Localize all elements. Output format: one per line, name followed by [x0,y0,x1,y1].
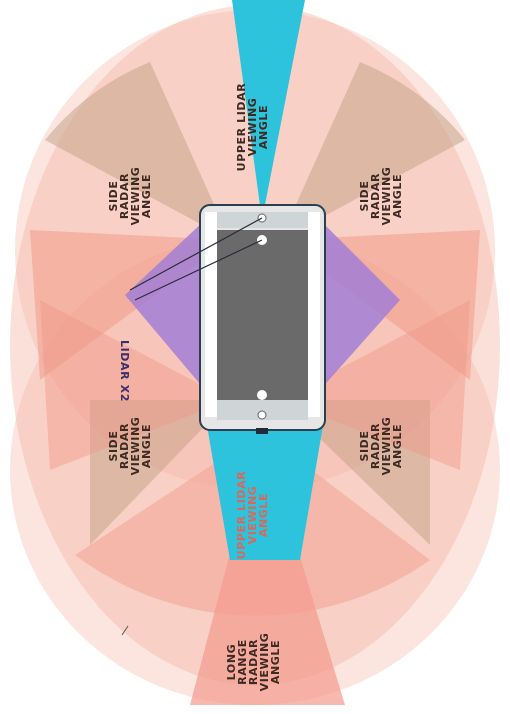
label-side-radar-rear-right: SIDE RADAR VIEWING ANGLE [358,410,404,482]
lidar-callout-lines [121,217,263,636]
label-lidar-x2: LIDAR X2 [118,340,131,402]
vehicle [199,204,326,434]
lidar-side-zones [125,220,400,390]
label-lidar-x2-text: LIDAR X2 [118,340,131,402]
label-long-range-radar-text: LONG RANGE RADAR VIEWING ANGLE [225,632,282,692]
label-side-radar-front-left-text: SIDE RADAR VIEWING ANGLE [107,166,153,226]
label-upper-lidar-front-text: UPPER LIDAR VIEWING ANGLE [235,82,270,172]
label-side-radar-rear-right-text: SIDE RADAR VIEWING ANGLE [358,416,404,476]
label-side-radar-front-right-text: SIDE RADAR VIEWING ANGLE [358,166,404,226]
label-long-range-radar: LONG RANGE RADAR VIEWING ANGLE [225,622,282,702]
label-side-radar-front-left: SIDE RADAR VIEWING ANGLE [107,160,153,232]
side-radar-rear-left-zone [40,300,230,545]
label-upper-lidar-rear-text: UPPER LIDAR VIEWING ANGLE [235,470,270,560]
label-side-radar-rear-left: SIDE RADAR VIEWING ANGLE [107,410,153,482]
label-upper-lidar-rear: UPPER LIDAR VIEWING ANGLE [235,470,270,560]
upper-lidar-front-beam [232,0,305,220]
upper-lidar-rear-beam [205,414,325,560]
label-side-radar-rear-left-text: SIDE RADAR VIEWING ANGLE [107,416,153,476]
label-side-radar-front-right: SIDE RADAR VIEWING ANGLE [358,160,404,232]
label-upper-lidar-front: UPPER LIDAR VIEWING ANGLE [235,82,270,172]
